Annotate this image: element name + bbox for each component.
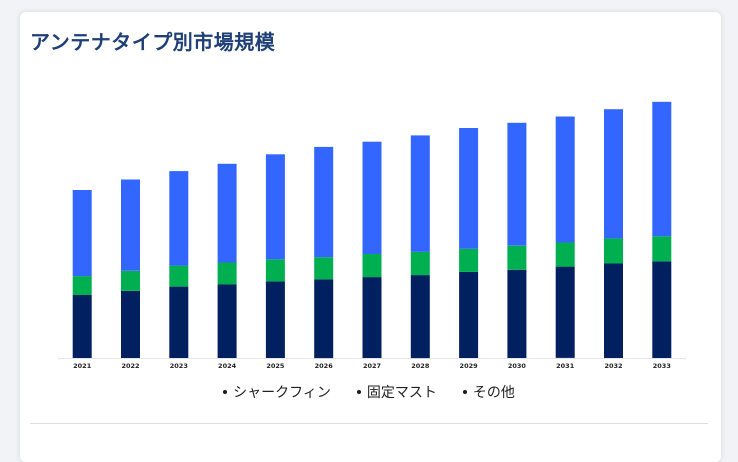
bar-shark-fin-2022[interactable] [121, 179, 140, 271]
bar-shark-fin-2021[interactable] [72, 190, 92, 277]
chart-legend: シャークフィン 固定マスト その他 [0, 382, 738, 402]
x-tick-label: 2033 [653, 362, 671, 370]
bar-fixed-mast-2021[interactable] [72, 276, 92, 295]
bar-other-2026[interactable] [314, 279, 334, 359]
bar-fixed-mast-2022[interactable] [121, 270, 140, 291]
legend-dot-fixed-mast [356, 390, 361, 394]
bar-fixed-mast-2030[interactable] [507, 245, 527, 270]
bar-fixed-mast-2029[interactable] [459, 248, 479, 272]
bar-other-2022[interactable] [121, 290, 140, 358]
bar-shark-fin-2029[interactable] [459, 128, 479, 249]
legend-label-other: その他 [472, 385, 515, 401]
bar-fixed-mast-2031[interactable] [555, 242, 575, 267]
bar-fixed-mast-2023[interactable] [169, 265, 189, 287]
chart-title: アンテナタイプ別市場規模 [30, 30, 276, 54]
bar-fixed-mast-2032[interactable] [604, 238, 623, 264]
legend-label-fixed-mast: 固定マスト [366, 385, 437, 401]
bar-other-2023[interactable] [169, 286, 189, 358]
x-tick-label: 2025 [266, 362, 285, 370]
x-tick-label: 2027 [363, 362, 381, 370]
bar-fixed-mast-2026[interactable] [314, 257, 334, 280]
bar-shark-fin-2033[interactable] [652, 101, 672, 237]
bar-shark-fin-2028[interactable] [410, 135, 430, 252]
legend-item-shark-fin[interactable]: シャークフィン [223, 382, 331, 402]
bar-shark-fin-2024[interactable] [217, 163, 237, 263]
x-tick-label: 2030 [508, 362, 527, 370]
x-tick-label: 2024 [218, 362, 237, 370]
legend-item-fixed-mast[interactable]: 固定マスト [356, 382, 437, 402]
bar-fixed-mast-2025[interactable] [265, 259, 285, 282]
x-tick-label: 2029 [460, 362, 479, 370]
x-tick-label: 2026 [315, 362, 334, 370]
legend-dot-shark-fin [223, 390, 228, 394]
x-tick-label: 2028 [411, 362, 430, 370]
card-divider [30, 423, 708, 424]
bar-other-2031[interactable] [555, 266, 575, 358]
x-tick-label: 2022 [121, 362, 139, 370]
bar-other-2032[interactable] [604, 263, 623, 359]
bar-fixed-mast-2027[interactable] [362, 254, 382, 278]
bar-shark-fin-2023[interactable] [169, 171, 189, 266]
legend-label-shark-fin: シャークフィン [233, 385, 331, 401]
x-tick-label: 2031 [556, 362, 575, 370]
bar-shark-fin-2025[interactable] [265, 154, 285, 260]
bar-shark-fin-2030[interactable] [507, 122, 527, 246]
bar-other-2030[interactable] [507, 269, 527, 358]
bar-other-2029[interactable] [459, 271, 479, 358]
legend-item-other[interactable]: その他 [462, 382, 515, 402]
bar-shark-fin-2031[interactable] [555, 116, 575, 243]
bar-fixed-mast-2024[interactable] [217, 262, 237, 285]
bar-other-2027[interactable] [362, 277, 382, 358]
bar-chart: 2021 2022 2023 2024 2025 2026 2027 2028 2029 2030… [58, 101, 686, 370]
x-tick-label: 2032 [604, 362, 622, 370]
bar-fixed-mast-2028[interactable] [410, 252, 430, 276]
bar-other-2025[interactable] [265, 281, 285, 358]
bar-shark-fin-2027[interactable] [362, 141, 382, 254]
bar-other-2028[interactable] [410, 275, 430, 359]
x-tick-label: 2023 [170, 362, 188, 370]
bar-shark-fin-2026[interactable] [314, 146, 334, 258]
bar-other-2021[interactable] [72, 295, 92, 358]
legend-dot-other [462, 390, 467, 394]
bar-shark-fin-2032[interactable] [604, 109, 623, 239]
bar-other-2033[interactable] [652, 261, 672, 358]
x-tick-label: 2021 [73, 362, 92, 370]
bar-fixed-mast-2033[interactable] [652, 236, 672, 262]
bar-other-2024[interactable] [217, 284, 237, 359]
